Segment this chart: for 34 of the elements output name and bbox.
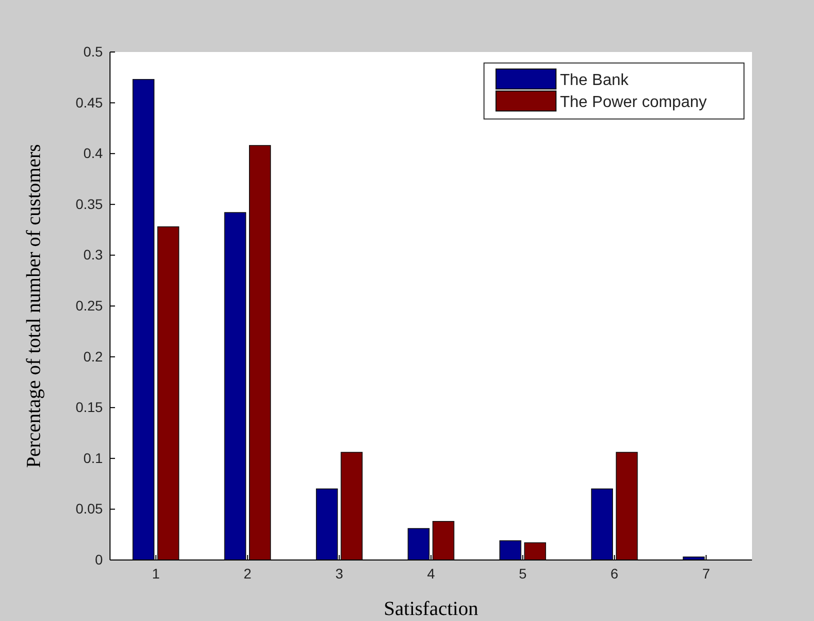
y-tick-label: 0.15 xyxy=(76,399,104,416)
legend-label: The Bank xyxy=(560,72,630,89)
y-tick-label: 0.1 xyxy=(83,450,104,466)
x-tick-label: 1 xyxy=(152,565,160,582)
x-tick-label: 6 xyxy=(610,565,619,582)
bar xyxy=(340,452,363,560)
bar xyxy=(524,542,546,560)
x-tick-label: 7 xyxy=(702,565,710,582)
y-tick-label: 0.45 xyxy=(76,94,104,110)
y-tick-label: 0.2 xyxy=(83,348,104,364)
bar xyxy=(249,145,271,560)
y-tick-label: 0.35 xyxy=(76,196,104,212)
x-tick-label: 5 xyxy=(518,565,527,582)
bar xyxy=(157,226,180,560)
y-axis-title: Percentage of total number of customers xyxy=(23,144,45,468)
bar xyxy=(408,528,430,560)
bar xyxy=(316,488,338,560)
bar xyxy=(616,452,638,560)
y-tick-label: 0.3 xyxy=(83,246,104,263)
x-axis-title: Satisfaction xyxy=(384,598,478,620)
x-tick-label: 4 xyxy=(427,565,436,582)
y-tick-label: 0.25 xyxy=(76,297,104,314)
y-tick-label: 0.4 xyxy=(83,145,104,162)
y-tick-label: 0.5 xyxy=(83,43,104,60)
y-tick-label: 0.05 xyxy=(76,500,104,517)
legend-label: The Power company xyxy=(560,94,707,111)
x-tick-label: 3 xyxy=(335,565,344,582)
bar xyxy=(591,488,613,560)
x-tick-label: 2 xyxy=(244,565,252,582)
y-tick-label: 0 xyxy=(95,551,104,568)
bar xyxy=(132,79,154,560)
bar xyxy=(499,540,522,560)
bar xyxy=(224,212,246,560)
bar xyxy=(432,520,454,560)
